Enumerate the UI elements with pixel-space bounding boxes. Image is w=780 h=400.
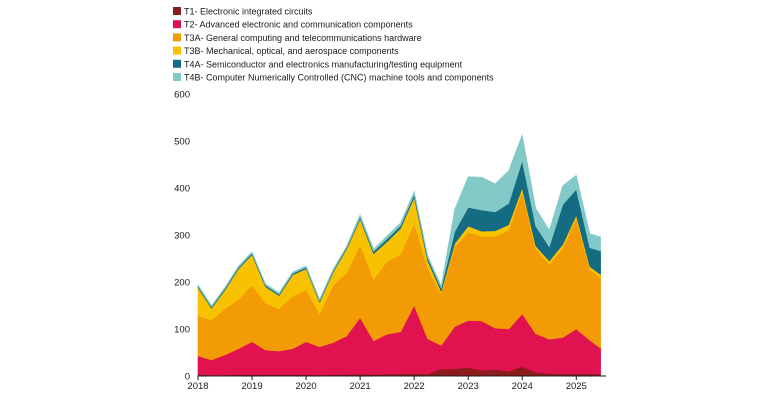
y-tick-label: 200 bbox=[174, 278, 190, 289]
y-axis: 0 100 200 300 400 500 600 bbox=[174, 90, 190, 383]
x-axis: 2018 2019 2020 2021 2022 2023 2024 2025 bbox=[187, 375, 606, 392]
legend-swatch bbox=[173, 46, 181, 55]
legend: T1- Electronic integrated circuits T2- Ad… bbox=[173, 7, 494, 83]
y-tick-label: 400 bbox=[174, 184, 190, 195]
legend-swatch bbox=[173, 7, 181, 15]
legend-swatch bbox=[173, 33, 181, 42]
legend-label: T2- Advanced electronic and communicatio… bbox=[184, 20, 413, 30]
x-tick-label: 2018 bbox=[187, 381, 208, 392]
x-tick-label: 2020 bbox=[296, 381, 317, 392]
legend-label: T4B- Computer Numerically Controlled (CN… bbox=[184, 73, 494, 83]
x-tick-label: 2025 bbox=[566, 381, 587, 392]
y-tick-label: 0 bbox=[185, 372, 190, 383]
legend-label: T4A- Semiconductor and electronics manuf… bbox=[184, 59, 463, 69]
series-areas bbox=[197, 134, 601, 377]
y-tick-label: 300 bbox=[174, 231, 190, 242]
y-tick-label: 600 bbox=[174, 90, 190, 101]
x-tick-label: 2019 bbox=[241, 381, 262, 392]
x-tick-label: 2022 bbox=[404, 381, 425, 392]
legend-swatch bbox=[173, 73, 181, 81]
legend-swatch bbox=[173, 20, 181, 29]
legend-label: T3B- Mechanical, optical, and aerospace … bbox=[184, 46, 399, 56]
x-tick-label: 2024 bbox=[512, 381, 533, 392]
x-tick-label: 2023 bbox=[458, 381, 479, 392]
y-tick-label: 500 bbox=[174, 137, 190, 148]
x-tick-label: 2021 bbox=[350, 381, 371, 392]
legend-label: T1- Electronic integrated circuits bbox=[184, 7, 313, 17]
legend-label: T3A- General computing and telecommunica… bbox=[184, 33, 422, 43]
y-tick-label: 100 bbox=[174, 325, 190, 336]
series-area bbox=[197, 134, 601, 308]
legend-swatch bbox=[173, 59, 181, 68]
